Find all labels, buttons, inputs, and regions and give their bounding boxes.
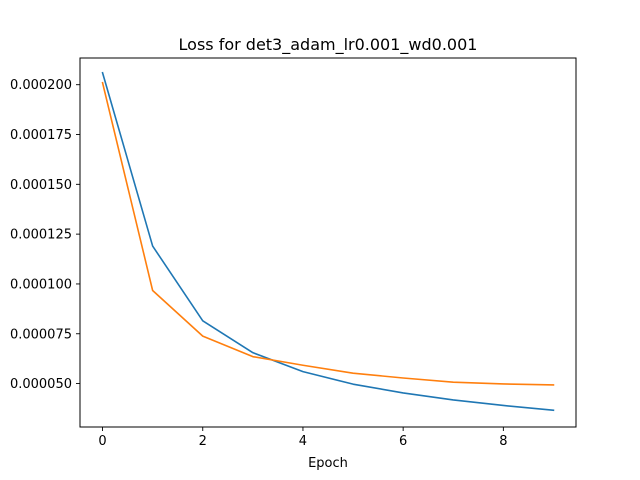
x-axis-label: Epoch [308,456,348,471]
y-axis-ticks: 0.000050 0.000075 0.000100 0.000125 0.000150… [10,78,80,392]
y-tick-label: 0.000125 [10,228,72,243]
chart-title: Loss for det3_adam_lr0.001_wd0.001 [179,35,478,55]
series-line-1 [101,71,555,412]
series-layer [101,71,555,412]
series-line-2 [101,81,555,386]
x-tick-label: 8 [499,434,507,449]
x-tick-label: 0 [98,434,106,449]
y-tick-label: 0.000200 [10,78,72,93]
x-tick-label: 6 [399,434,407,449]
x-axis-ticks: 0 2 4 6 8 [98,427,507,449]
y-tick-label: 0.000150 [10,178,72,193]
y-tick-label: 0.000075 [10,327,72,342]
plot-frame [79,57,577,428]
y-tick-label: 0.000050 [10,377,72,392]
x-tick-label: 4 [299,434,307,449]
y-tick-label: 0.000175 [10,128,72,143]
x-tick-label: 2 [199,434,207,449]
y-tick-label: 0.000100 [10,277,72,292]
